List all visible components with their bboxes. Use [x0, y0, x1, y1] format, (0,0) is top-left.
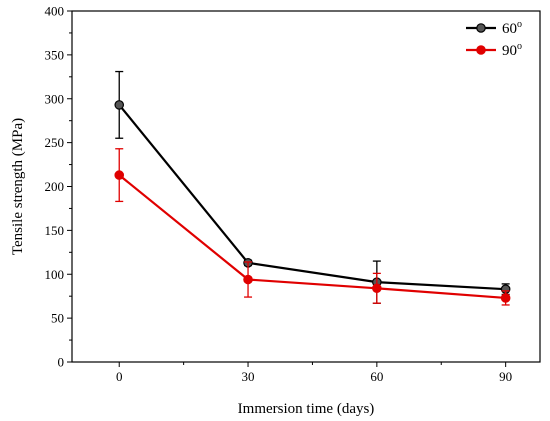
legend-label-90: 90o — [502, 41, 522, 59]
y-tick-label: 350 — [45, 47, 65, 62]
y-tick-label: 400 — [45, 4, 65, 19]
series-90 — [114, 148, 511, 306]
legend-marker-60 — [476, 23, 486, 33]
y-tick-label: 100 — [45, 267, 65, 282]
y-axis-ticks: 0 50 100 150 200 250 300 350 400 — [45, 4, 72, 370]
y-tick-label: 150 — [45, 223, 65, 238]
legend: 60o 90o — [466, 19, 522, 59]
series-line-90 — [118, 174, 506, 300]
x-tick-label: 60 — [370, 369, 383, 384]
y-tick-label: 250 — [45, 135, 65, 150]
x-tick-label: 90 — [499, 369, 512, 384]
y-tick-label: 0 — [58, 355, 65, 370]
data-point — [114, 100, 125, 110]
legend-degree-superscript: o — [517, 19, 522, 30]
x-tick-label: 0 — [116, 369, 123, 384]
plot-frame — [71, 10, 541, 363]
x-axis-title: Immersion time (days) — [238, 401, 375, 417]
y-tick-label: 50 — [51, 311, 64, 326]
y-tick-label: 200 — [45, 179, 65, 194]
series-line-60 — [118, 104, 506, 291]
legend-marker-90 — [476, 45, 486, 55]
y-axis-title: Tensile strength (MPa) — [10, 118, 26, 255]
data-point — [500, 293, 511, 303]
series-60 — [114, 70, 511, 304]
series-layer — [114, 70, 511, 306]
data-point — [372, 283, 382, 294]
data-point — [114, 170, 125, 180]
legend-degree-superscript: o — [517, 41, 522, 52]
x-tick-label: 30 — [242, 369, 255, 384]
legend-label-60: 60o — [502, 19, 522, 37]
y-tick-label: 300 — [45, 91, 65, 106]
data-point — [243, 274, 253, 285]
x-axis-ticks: 0 30 60 90 — [116, 362, 512, 384]
axes — [71, 10, 541, 363]
